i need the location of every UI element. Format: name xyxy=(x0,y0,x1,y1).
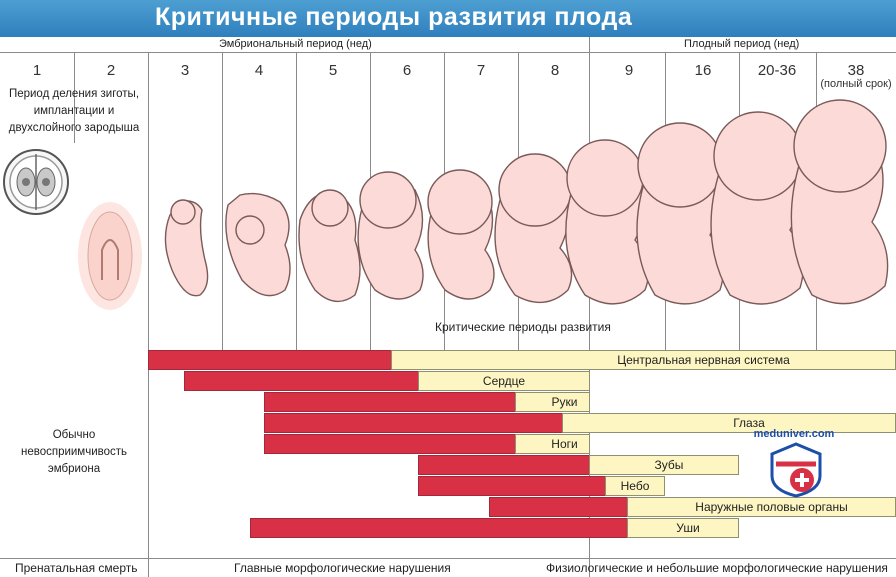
week-label: 6 xyxy=(402,62,412,79)
week-label: 9 xyxy=(624,62,634,79)
embryonic-period-label: Эмбриональный период (нед) xyxy=(219,38,372,50)
major-anomalies-label: Главные морфологические нарушения xyxy=(234,561,451,575)
week-label: 16 xyxy=(694,62,712,79)
legs-critical-segment xyxy=(264,434,516,454)
eyes-critical-segment xyxy=(264,413,563,433)
cns-critical-segment xyxy=(148,350,392,370)
full-term-label: (полный срок) xyxy=(820,78,892,90)
fetus-week-7-illustration xyxy=(427,169,495,300)
ears-label: Уши xyxy=(627,518,739,538)
fetus-week-4-illustration xyxy=(225,192,291,297)
cns-label: Центральная нервная система xyxy=(391,350,896,370)
heart-critical-segment xyxy=(184,371,419,391)
page-title: Критичные периоды развития плода xyxy=(155,3,633,31)
week-divider xyxy=(74,53,75,143)
genitals-critical-segment xyxy=(489,497,628,517)
early-embryo-illustrations xyxy=(3,149,142,310)
week-label: 3 xyxy=(180,62,190,79)
legs-label: Ноги xyxy=(515,434,590,454)
watermark-text: meduniver.com xyxy=(753,428,835,440)
week-label: 1 xyxy=(32,62,42,79)
week-divider xyxy=(296,53,297,350)
fetal-period-label: Плодный период (нед) xyxy=(684,38,800,50)
fetus-week-3-illustration xyxy=(164,199,209,297)
arms-label: Руки xyxy=(515,392,590,412)
insensitivity-note: Обычно невосприимчивость эмбриона xyxy=(20,429,128,475)
week-divider xyxy=(589,53,590,577)
critical-periods-caption: Критические периоды развития xyxy=(435,320,611,334)
title-bar: Критичные периоды развития плода xyxy=(0,0,896,37)
fetus-week-38-illustration xyxy=(790,99,889,305)
prenatal-death-label: Пренатальная смерть xyxy=(15,561,138,575)
zygote-illustration xyxy=(3,149,69,215)
week-divider xyxy=(148,53,149,577)
week-label: 8 xyxy=(550,62,560,79)
week-label: 5 xyxy=(328,62,338,79)
footer-rule xyxy=(0,558,896,559)
week-label: 20-36 xyxy=(757,62,797,79)
teeth-label: Зубы xyxy=(589,455,739,475)
fetus-week-5-illustration xyxy=(298,189,361,303)
fetus-week-20-36-illustration xyxy=(710,111,804,305)
week-label: 4 xyxy=(254,62,264,79)
genitals-label: Наружные половые органы xyxy=(627,497,896,517)
arms-critical-segment xyxy=(264,392,516,412)
ears-critical-segment xyxy=(250,518,628,538)
fetus-sequence xyxy=(164,99,889,305)
week-label: 38 xyxy=(847,62,865,79)
teeth-critical-segment xyxy=(418,455,590,475)
header-rule xyxy=(0,52,896,53)
week-label: 7 xyxy=(476,62,486,79)
palate-label: Небо xyxy=(605,476,665,496)
period-divider xyxy=(589,37,590,53)
cleavage-note: Период деления зиготы, имплантации и дву… xyxy=(8,88,140,134)
fetus-week-8-illustration xyxy=(494,153,573,303)
eyes-label: Глаза xyxy=(562,413,896,433)
palate-critical-segment xyxy=(418,476,606,496)
fetus-week-6-illustration xyxy=(357,171,424,300)
minor-anomalies-label: Физиологические и небольшие морфологичес… xyxy=(546,561,888,575)
week-label: 2 xyxy=(106,62,116,79)
fetus-week-16-illustration xyxy=(636,122,724,305)
watermark-logo: meduniver.com xyxy=(744,428,844,498)
week-divider xyxy=(222,53,223,350)
heart-label: Сердце xyxy=(418,371,590,391)
bilaminar-embryo-illustration xyxy=(78,202,142,310)
medical-cross-icon xyxy=(770,442,822,498)
fetus-week-9-illustration xyxy=(565,139,649,305)
